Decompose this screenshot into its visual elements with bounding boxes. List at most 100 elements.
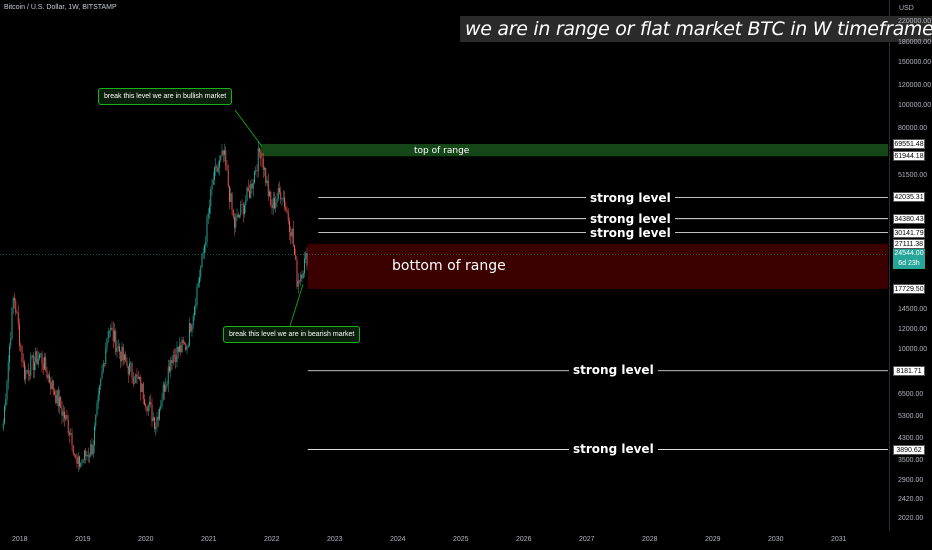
- candle: [41, 353, 43, 365]
- candle: [172, 355, 174, 363]
- candle: [86, 454, 88, 457]
- candle: [191, 324, 193, 332]
- candle: [81, 460, 83, 463]
- candle: [202, 252, 204, 254]
- candle-countdown: 6d 23h: [898, 260, 920, 268]
- candle: [112, 329, 114, 342]
- candle: [119, 346, 120, 352]
- current-price-tag: 24544.00 6d 23h: [893, 249, 925, 270]
- candle: [96, 403, 98, 415]
- candle: [26, 370, 28, 371]
- candle: [284, 197, 285, 208]
- candle: [279, 188, 280, 193]
- candle: [229, 186, 230, 202]
- candle: [161, 399, 163, 406]
- candle: [270, 191, 272, 205]
- candle: [206, 217, 208, 242]
- x-tick-label: 2026: [516, 536, 532, 543]
- price-tag: 27111.38: [893, 238, 925, 249]
- candle: [287, 212, 289, 222]
- candle: [190, 323, 192, 332]
- candle: [92, 445, 94, 455]
- current-price-value: 24544.00: [894, 250, 924, 258]
- candle: [104, 363, 105, 364]
- candle: [255, 170, 257, 172]
- candle: [34, 362, 35, 370]
- strong-level-label: strong level: [586, 226, 675, 240]
- price-tag: 34380.43: [893, 213, 925, 224]
- price-tag: 30141.79: [893, 227, 925, 238]
- candle: [39, 354, 40, 359]
- price-tag: 69551.48: [893, 139, 925, 150]
- candle: [280, 192, 282, 200]
- candle: [295, 255, 297, 261]
- y-tick-label: 120000.00: [898, 82, 932, 90]
- y-tick-label: 14500.00: [898, 306, 928, 314]
- candle: [184, 343, 185, 344]
- candle: [286, 209, 288, 213]
- candle: [292, 228, 294, 246]
- candle: [110, 327, 112, 331]
- candle: [125, 354, 127, 362]
- candle: [102, 363, 104, 372]
- symbol-title[interactable]: Bitcoin / U.S. Dollar, 1W, BITSTAMP: [4, 4, 117, 11]
- candle: [56, 390, 58, 404]
- candle: [84, 450, 85, 460]
- candle: [254, 171, 255, 183]
- candle: [66, 414, 68, 421]
- candle: [45, 357, 47, 371]
- candle: [10, 338, 12, 346]
- candle: [182, 339, 184, 344]
- candle: [100, 378, 102, 387]
- candle: [142, 383, 144, 400]
- x-tick-label: 2030: [768, 536, 784, 543]
- candle: [261, 158, 263, 159]
- x-tick-label: 2031: [831, 536, 847, 543]
- x-tick-label: 2024: [390, 536, 406, 543]
- candle: [269, 191, 270, 197]
- candle: [145, 404, 147, 408]
- candle: [304, 258, 305, 274]
- candle: [42, 364, 44, 370]
- candle: [54, 391, 55, 395]
- candle: [89, 455, 90, 457]
- candle: [132, 377, 134, 384]
- candle: [20, 345, 22, 347]
- candle: [189, 323, 190, 346]
- y-tick-label: 12000.00: [898, 326, 928, 334]
- candle: [260, 151, 262, 159]
- candle: [226, 165, 228, 171]
- candle: [32, 355, 34, 370]
- candle: [241, 204, 243, 205]
- candle: [272, 197, 274, 209]
- candle: [231, 193, 233, 210]
- candle: [289, 221, 290, 232]
- candle: [90, 444, 92, 456]
- candle: [162, 384, 164, 400]
- candle: [240, 204, 242, 216]
- candle: [164, 384, 165, 392]
- y-tick-label: 2900.00: [898, 476, 924, 484]
- candle: [101, 371, 103, 379]
- candle: [242, 204, 244, 215]
- candle: [250, 183, 252, 198]
- candle: [11, 307, 13, 339]
- candle: [151, 404, 153, 422]
- candle: [79, 456, 80, 467]
- range-zone: [307, 243, 888, 289]
- bearish-callout: break this level we are in bearish marke…: [223, 326, 361, 343]
- candle: [37, 358, 39, 365]
- candle: [50, 382, 52, 390]
- candle: [257, 148, 259, 172]
- candle: [232, 209, 234, 217]
- candle: [294, 245, 295, 256]
- candle: [159, 408, 160, 420]
- candle: [160, 405, 162, 409]
- y-tick-label: 180000.00: [898, 39, 932, 47]
- candle: [4, 406, 5, 424]
- candle: [77, 456, 79, 464]
- candle: [137, 376, 139, 380]
- candle: [122, 346, 124, 360]
- bottom-of-range-label: bottom of range: [392, 258, 506, 274]
